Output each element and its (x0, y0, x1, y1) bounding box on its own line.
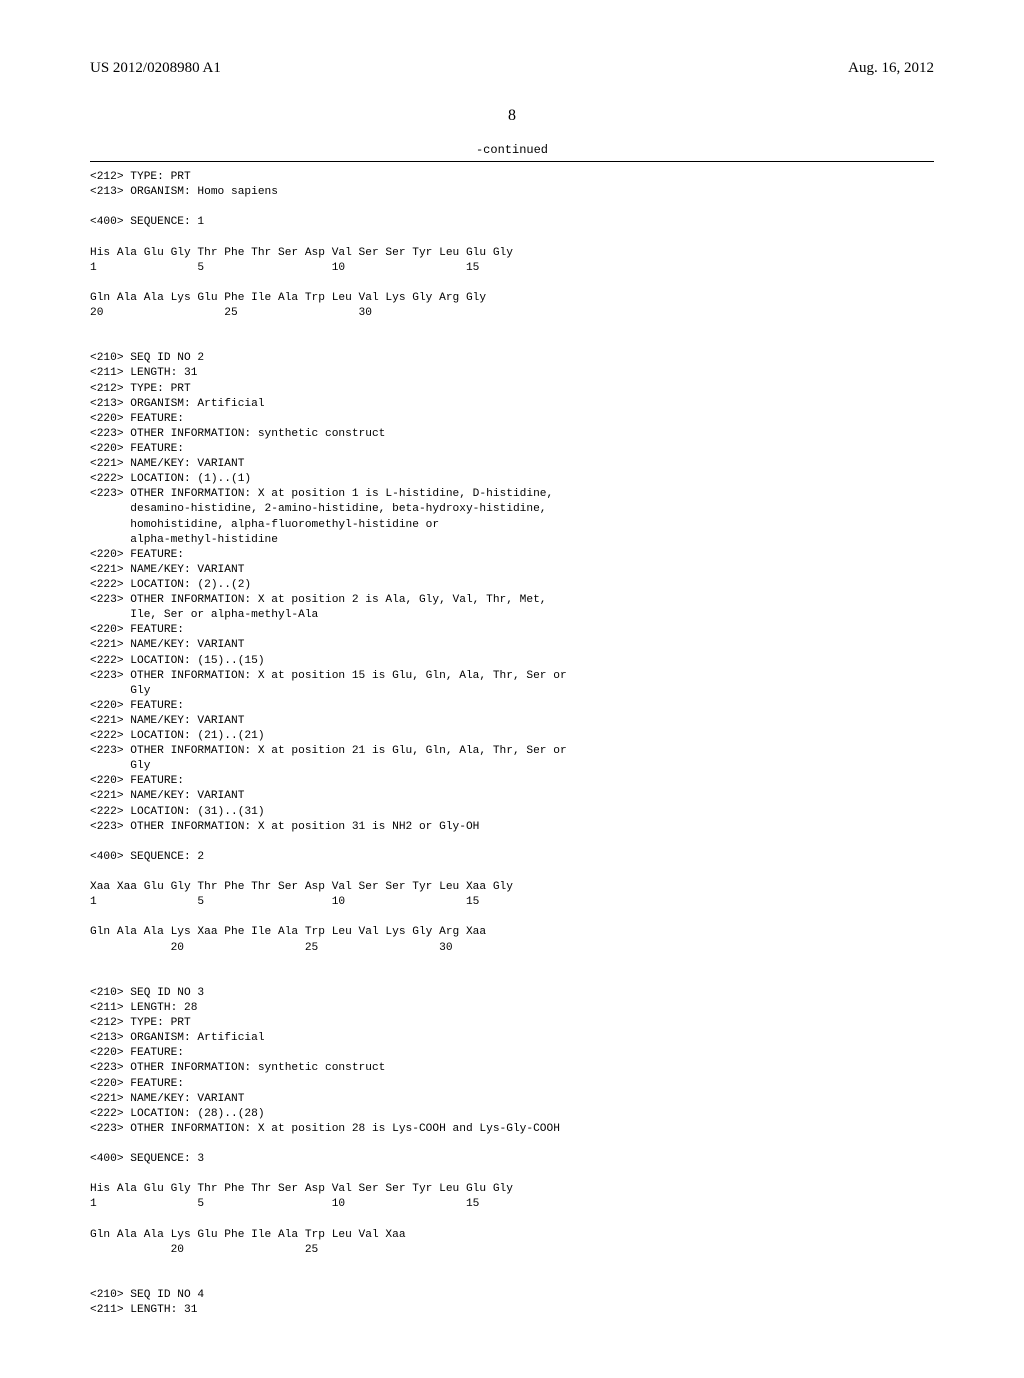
publication-date: Aug. 16, 2012 (848, 60, 934, 77)
sequence-listing: <212> TYPE: PRT <213> ORGANISM: Homo sap… (90, 170, 934, 1318)
page-header: US 2012/0208980 A1 Aug. 16, 2012 (90, 60, 934, 77)
section-rule (90, 161, 934, 162)
page-number: 8 (90, 107, 934, 125)
continued-label: -continued (90, 143, 934, 157)
publication-number: US 2012/0208980 A1 (90, 60, 221, 77)
